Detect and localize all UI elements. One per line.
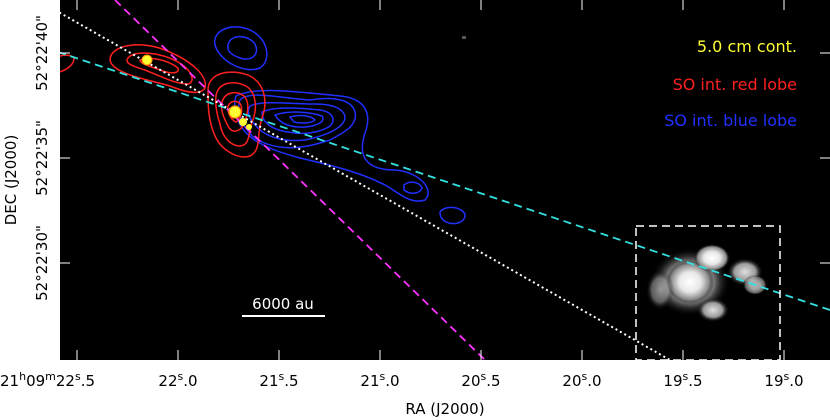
magenta-dashed-line: [114, 0, 486, 360]
inset-region-box: [635, 225, 781, 360]
x-tick-label: 21s.5: [259, 370, 298, 391]
scalebar-label: 6000 au: [252, 295, 314, 313]
x-tick-label: 22s.0: [158, 370, 197, 391]
y-tick-labels: 52°22'40" 52°22'35" 52°22'30": [33, 15, 51, 301]
y-tick-label: 52°22'40": [33, 15, 51, 91]
legend-blue-lobe: SO int. blue lobe: [664, 111, 797, 130]
y-tick-label: 52°22'35": [33, 120, 51, 196]
cyan-dashed-line: [60, 51, 830, 311]
legend-continuum: 5.0 cm cont.: [697, 37, 797, 56]
y-axis-label: DEC (J2000): [2, 135, 20, 226]
continuum-sources: [141, 54, 252, 130]
x-ticks: [76, 0, 785, 360]
noise-speck: [462, 36, 466, 39]
x-tick-label: 21h09m22s.5: [0, 370, 95, 391]
x-tick-label: 19s.0: [764, 370, 803, 391]
extended-emission-source: [646, 244, 767, 322]
x-tick-labels: 21h09m22s.5 22s.0 21s.5 21s.0 20s.5 20s.…: [0, 370, 804, 391]
x-tick-label: 20s.5: [461, 370, 500, 391]
legend-red-lobe: SO int. red lobe: [673, 75, 797, 94]
x-tick-label: 19s.5: [663, 370, 702, 391]
y-ticks: [60, 52, 830, 264]
x-axis-label: RA (J2000): [405, 400, 484, 418]
x-tick-label: 20s.0: [562, 370, 601, 391]
x-tick-label: 21s.0: [360, 370, 399, 391]
y-tick-label: 52°22'30": [33, 225, 51, 301]
